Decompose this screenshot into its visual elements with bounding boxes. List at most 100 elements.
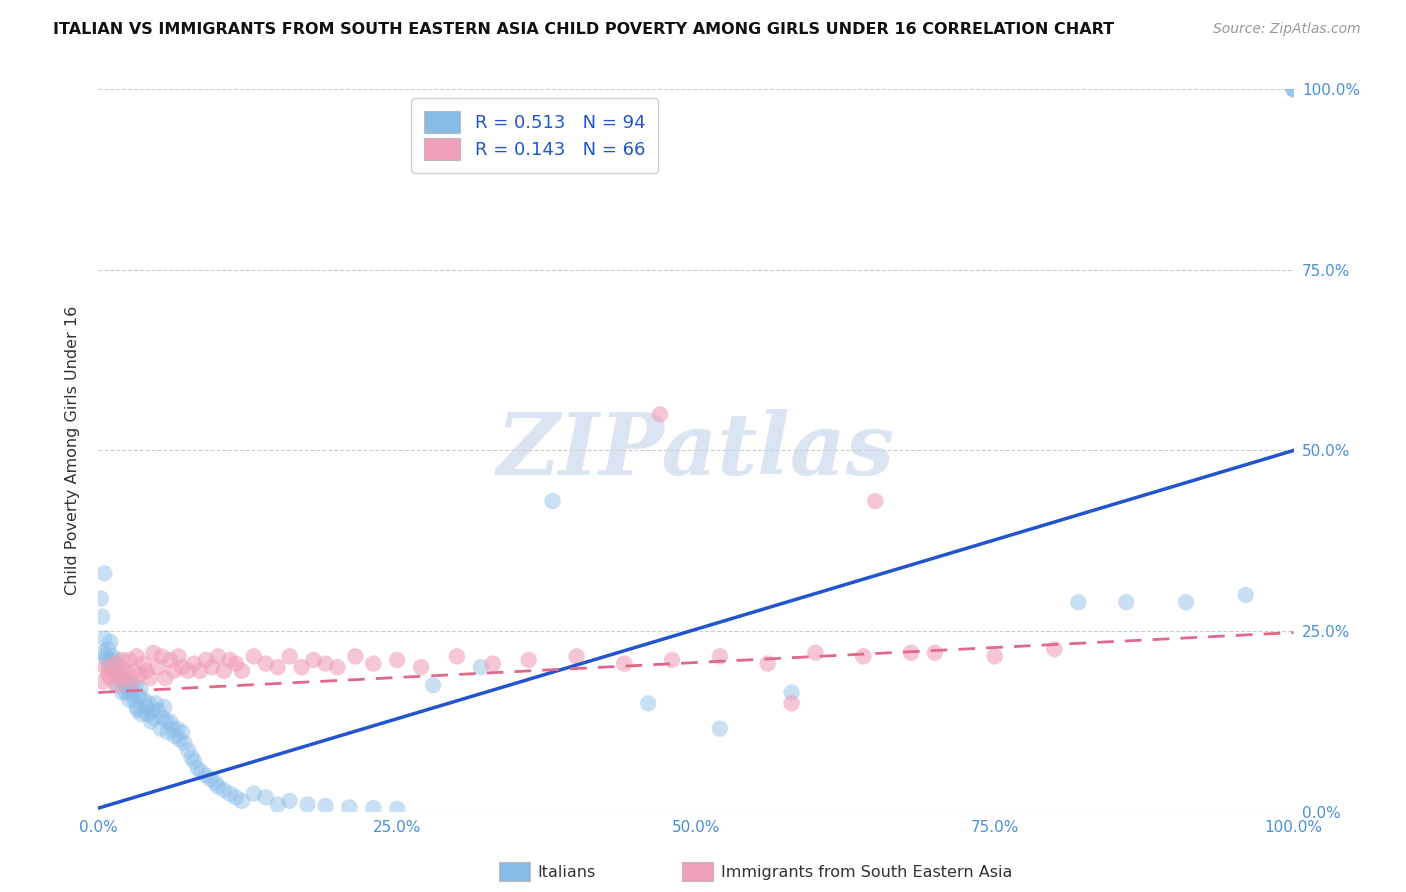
- Point: [129, 681, 152, 696]
- Text: Source: ZipAtlas.com: Source: ZipAtlas.com: [1213, 22, 1361, 37]
- Point: [267, 797, 290, 812]
- Point: [132, 657, 155, 671]
- Point: [124, 678, 146, 692]
- Text: ITALIAN VS IMMIGRANTS FROM SOUTH EASTERN ASIA CHILD POVERTY AMONG GIRLS UNDER 16: ITALIAN VS IMMIGRANTS FROM SOUTH EASTERN…: [53, 22, 1115, 37]
- Point: [100, 664, 122, 678]
- Point: [124, 692, 146, 706]
- Point: [212, 783, 235, 797]
- Point: [121, 681, 143, 696]
- Point: [254, 790, 277, 805]
- Point: [98, 660, 121, 674]
- Point: [169, 732, 191, 747]
- Point: [125, 649, 148, 664]
- Point: [254, 657, 277, 671]
- Point: [219, 787, 242, 801]
- Point: [115, 674, 138, 689]
- Point: [97, 667, 120, 681]
- Point: [363, 657, 385, 671]
- Point: [127, 704, 149, 718]
- Point: [385, 653, 409, 667]
- Point: [172, 725, 194, 739]
- Point: [120, 685, 142, 699]
- Point: [118, 692, 141, 706]
- Point: [177, 664, 200, 678]
- Point: [142, 711, 165, 725]
- Point: [162, 722, 184, 736]
- Point: [1043, 642, 1066, 657]
- Point: [804, 646, 827, 660]
- Point: [291, 660, 314, 674]
- Point: [470, 660, 492, 674]
- Point: [709, 722, 731, 736]
- Point: [195, 653, 218, 667]
- Point: [1234, 588, 1257, 602]
- Point: [117, 678, 139, 692]
- Point: [105, 653, 128, 667]
- Point: [481, 657, 505, 671]
- Point: [108, 660, 131, 674]
- Point: [131, 707, 153, 722]
- Point: [267, 660, 290, 674]
- Point: [852, 649, 875, 664]
- Point: [93, 566, 115, 581]
- Point: [148, 660, 170, 674]
- Point: [132, 692, 155, 706]
- Point: [112, 678, 135, 692]
- Point: [139, 671, 162, 685]
- Point: [107, 678, 129, 692]
- Point: [172, 660, 194, 674]
- Point: [756, 657, 779, 671]
- Point: [924, 646, 946, 660]
- Point: [156, 725, 179, 739]
- Point: [135, 664, 157, 678]
- Point: [243, 649, 266, 664]
- Legend: R = 0.513   N = 94, R = 0.143   N = 66: R = 0.513 N = 94, R = 0.143 N = 66: [412, 98, 658, 173]
- Point: [231, 664, 253, 678]
- Point: [167, 649, 190, 664]
- Point: [107, 671, 129, 685]
- Point: [302, 653, 325, 667]
- Point: [91, 609, 114, 624]
- Text: ZIPatlas: ZIPatlas: [496, 409, 896, 492]
- Text: Immigrants from South Eastern Asia: Immigrants from South Eastern Asia: [721, 865, 1012, 880]
- Point: [166, 722, 188, 736]
- Point: [865, 494, 887, 508]
- Point: [103, 667, 125, 681]
- Point: [363, 801, 385, 815]
- Point: [97, 642, 120, 657]
- Point: [517, 653, 540, 667]
- Point: [541, 494, 564, 508]
- Point: [278, 649, 301, 664]
- Point: [780, 696, 803, 710]
- Point: [780, 685, 803, 699]
- Point: [118, 653, 141, 667]
- Point: [115, 685, 138, 699]
- Point: [315, 657, 337, 671]
- Point: [565, 649, 588, 664]
- Point: [111, 671, 134, 685]
- Point: [150, 649, 173, 664]
- Point: [201, 660, 224, 674]
- Point: [187, 761, 209, 775]
- Point: [212, 664, 235, 678]
- Point: [180, 750, 202, 764]
- Point: [207, 780, 229, 794]
- Point: [101, 649, 124, 664]
- Point: [98, 653, 122, 667]
- Point: [1067, 595, 1090, 609]
- Point: [326, 660, 349, 674]
- Point: [155, 671, 177, 685]
- Point: [315, 799, 337, 814]
- Point: [231, 794, 253, 808]
- Point: [114, 671, 136, 685]
- Point: [90, 591, 112, 606]
- Point: [98, 671, 122, 685]
- Point: [110, 674, 132, 689]
- Point: [124, 664, 146, 678]
- Point: [344, 649, 367, 664]
- Point: [219, 653, 242, 667]
- Point: [145, 696, 167, 710]
- Point: [661, 653, 683, 667]
- Point: [411, 660, 433, 674]
- Point: [121, 674, 143, 689]
